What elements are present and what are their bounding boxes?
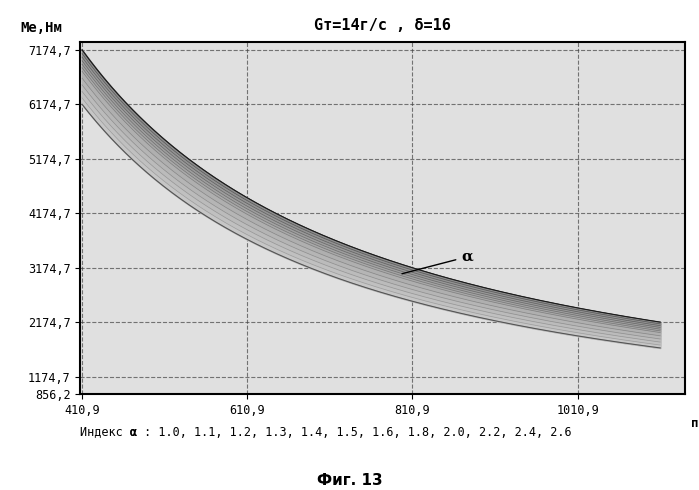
Text: Фиг. 13: Фиг. 13 bbox=[317, 473, 382, 488]
Text: α: α bbox=[402, 250, 473, 274]
Text: Gт=14г/с , δ=16: Gт=14г/с , δ=16 bbox=[315, 18, 451, 33]
Text: п,об/мин: п,об/мин bbox=[691, 417, 699, 430]
Text: α: α bbox=[129, 426, 136, 439]
Text: Ме,Нм: Ме,Нм bbox=[20, 21, 62, 35]
Text: Индекс α : 1.0, 1.1, 1.2, 1.3, 1.4, 1.5, 1.6, 1.8, 2.0, 2.2, 2.4, 2.6: Индекс α : 1.0, 1.1, 1.2, 1.3, 1.4, 1.5,… bbox=[80, 426, 572, 439]
